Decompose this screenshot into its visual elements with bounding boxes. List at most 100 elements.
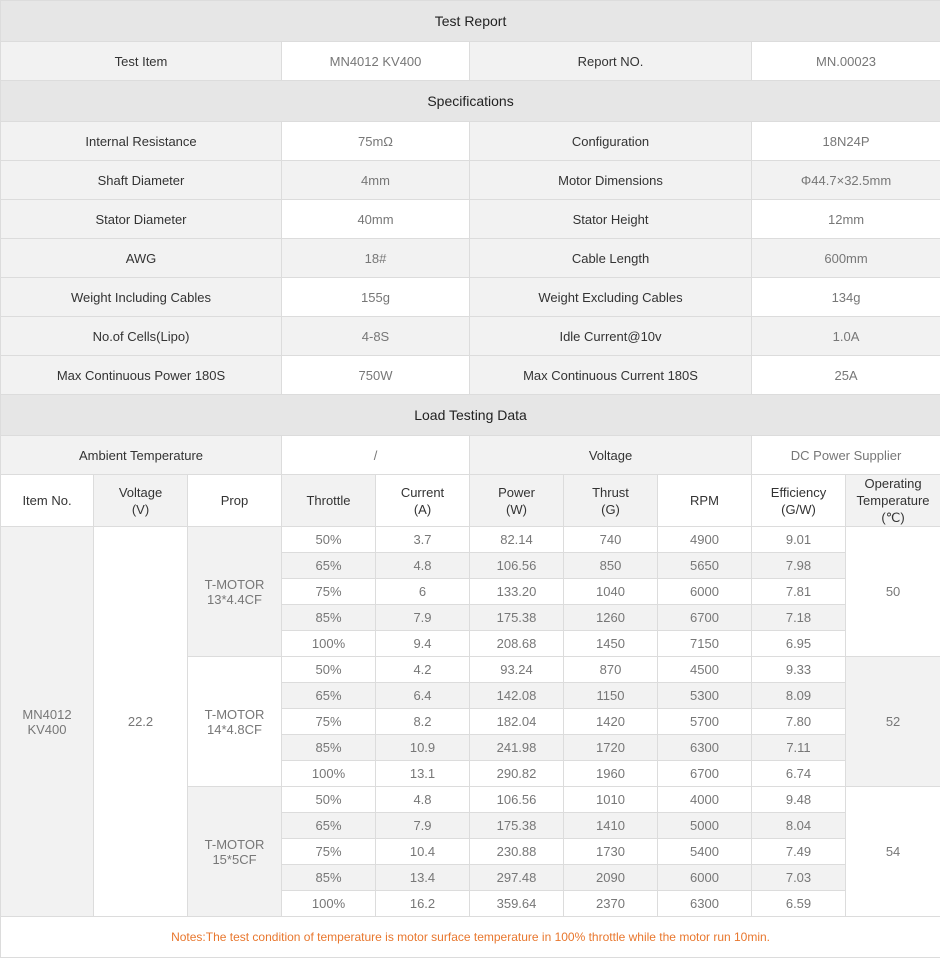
data-cell: 1260 xyxy=(563,604,658,631)
spec-label: Weight Excluding Cables xyxy=(469,277,752,317)
text-line: (G) xyxy=(601,501,620,517)
data-cell: 85% xyxy=(281,864,376,891)
data-cell: 6.4 xyxy=(375,682,470,709)
spec-label: Stator Height xyxy=(469,199,752,239)
data-cell: 1730 xyxy=(563,838,658,865)
data-cell: 10.4 xyxy=(375,838,470,865)
column-header: Efficiency (G/W) xyxy=(751,474,846,527)
text-line: Thrust xyxy=(592,484,629,500)
text-line: T-MOTOR xyxy=(204,576,265,592)
data-row: MN4012 KV400 22.2 T-MOTOR 13*4.4CF 50% 3.7 82.1… xyxy=(0,526,940,917)
data-row: T-MOTOR 14*4.8CF 50% 4.2 93.24 870 4500 9.33 52 xyxy=(1,656,940,787)
data-cell: 9.4 xyxy=(375,630,470,657)
data-cell: 106.56 xyxy=(469,786,564,813)
text-line: T-MOTOR xyxy=(204,836,265,852)
data-cell: 1410 xyxy=(563,812,658,839)
data-row: 65% 6.4 142.08 1150 5300 8.09 xyxy=(1,682,940,709)
spec-label: Motor Dimensions xyxy=(469,160,752,200)
data-cell: 182.04 xyxy=(469,708,564,735)
data-cell: 1720 xyxy=(563,734,658,761)
data-cell: 1450 xyxy=(563,630,658,657)
data-cell: 1040 xyxy=(563,578,658,605)
column-header: Item No. xyxy=(0,474,94,527)
data-cell: 100% xyxy=(281,630,376,657)
data-cell: 7.03 xyxy=(751,864,846,891)
prop-cell: T-MOTOR 13*4.4CF xyxy=(187,526,282,657)
data-cell: 208.68 xyxy=(469,630,564,657)
data-cell: 7.98 xyxy=(751,552,846,579)
data-row: 85% 13.4 297.48 2090 6000 7.03 xyxy=(1,864,940,891)
data-cell: 65% xyxy=(281,812,376,839)
data-row: 100% 13.1 290.82 1960 6700 6.74 xyxy=(1,760,940,787)
prop-cell: T-MOTOR 14*4.8CF xyxy=(187,656,282,787)
data-cell: 850 xyxy=(563,552,658,579)
text-line: 14*4.8CF xyxy=(207,721,262,737)
data-cell: 7.9 xyxy=(375,604,470,631)
voltage-cell: 22.2 xyxy=(93,526,188,917)
data-row: 100% 9.4 208.68 1450 7150 6.95 xyxy=(1,630,940,657)
column-header: Prop xyxy=(187,474,282,527)
data-cell: 7.49 xyxy=(751,838,846,865)
data-cell: 13.1 xyxy=(375,760,470,787)
data-cell: 230.88 xyxy=(469,838,564,865)
spec-label: Max Continuous Power 180S xyxy=(0,355,282,395)
data-cell: 75% xyxy=(281,708,376,735)
data-cell: 75% xyxy=(281,838,376,865)
notes-text: Notes:The test condition of temperature … xyxy=(0,916,940,958)
data-cell: 5400 xyxy=(657,838,752,865)
column-header: Power (W) xyxy=(469,474,564,527)
data-cell: 106.56 xyxy=(469,552,564,579)
text-line: Operating xyxy=(864,476,922,491)
data-cell: 4.8 xyxy=(375,786,470,813)
data-cell: 241.98 xyxy=(469,734,564,761)
specifications-title: Specifications xyxy=(0,80,940,122)
spec-value: 155g xyxy=(281,277,470,317)
text-line: Efficiency xyxy=(770,484,827,500)
data-cell: 1420 xyxy=(563,708,658,735)
data-cell: 50% xyxy=(281,656,376,683)
spec-row: Weight Including Cables 155g Weight Exclud… xyxy=(0,277,940,317)
spec-label: AWG xyxy=(0,238,282,278)
spec-row: Stator Diameter 40mm Stator Height 12mm xyxy=(0,199,940,239)
spec-value: 4-8S xyxy=(281,316,470,356)
data-cell: 7.9 xyxy=(375,812,470,839)
spec-value: Φ44.7×32.5mm xyxy=(750,160,940,200)
data-row: 75% 8.2 182.04 1420 5700 7.80 xyxy=(1,708,940,735)
data-cell: 9.33 xyxy=(751,656,846,683)
data-cell: 6700 xyxy=(657,760,752,787)
spec-value: 600mm xyxy=(750,238,940,278)
data-cell: 5700 xyxy=(657,708,752,735)
spec-label: Configuration xyxy=(469,121,752,161)
text-line: KV400 xyxy=(27,721,67,737)
spec-row: Internal Resistance 75mΩ Configuration 18N2… xyxy=(0,121,940,161)
operating-temp-cell: 50 xyxy=(844,526,940,657)
data-cell: 2370 xyxy=(563,890,658,917)
test-item-label: Test Item xyxy=(0,41,282,81)
data-cell: 8.2 xyxy=(375,708,470,735)
data-cell: 133.20 xyxy=(469,578,564,605)
text-line: Prop xyxy=(220,493,249,508)
column-header: Current (A) xyxy=(375,474,470,527)
data-cell: 142.08 xyxy=(469,682,564,709)
data-cell: 9.48 xyxy=(751,786,846,813)
prop-cell: T-MOTOR 15*5CF xyxy=(187,786,282,917)
spec-value: 18N24P xyxy=(750,121,940,161)
data-cell: 50% xyxy=(281,526,376,553)
spec-row: AWG 18# Cable Length 600mm xyxy=(0,238,940,278)
ambient-value: / xyxy=(281,435,470,475)
data-cell: 5300 xyxy=(657,682,752,709)
data-cell: 6000 xyxy=(657,864,752,891)
data-cell: 6700 xyxy=(657,604,752,631)
spec-value: 18# xyxy=(281,238,470,278)
data-cell: 65% xyxy=(281,552,376,579)
data-cell: 4900 xyxy=(657,526,752,553)
data-row: 65% 7.9 175.38 1410 5000 8.04 xyxy=(1,812,940,839)
data-cell: 85% xyxy=(281,604,376,631)
text-line: (℃) xyxy=(881,510,905,525)
spec-label: Idle Current@10v xyxy=(469,316,752,356)
spec-label: Internal Resistance xyxy=(0,121,282,161)
spec-label: Max Continuous Current 180S xyxy=(469,355,752,395)
spec-label: No.of Cells(Lipo) xyxy=(0,316,282,356)
text-line: (W) xyxy=(506,501,527,517)
text-line: T-MOTOR xyxy=(204,706,265,722)
